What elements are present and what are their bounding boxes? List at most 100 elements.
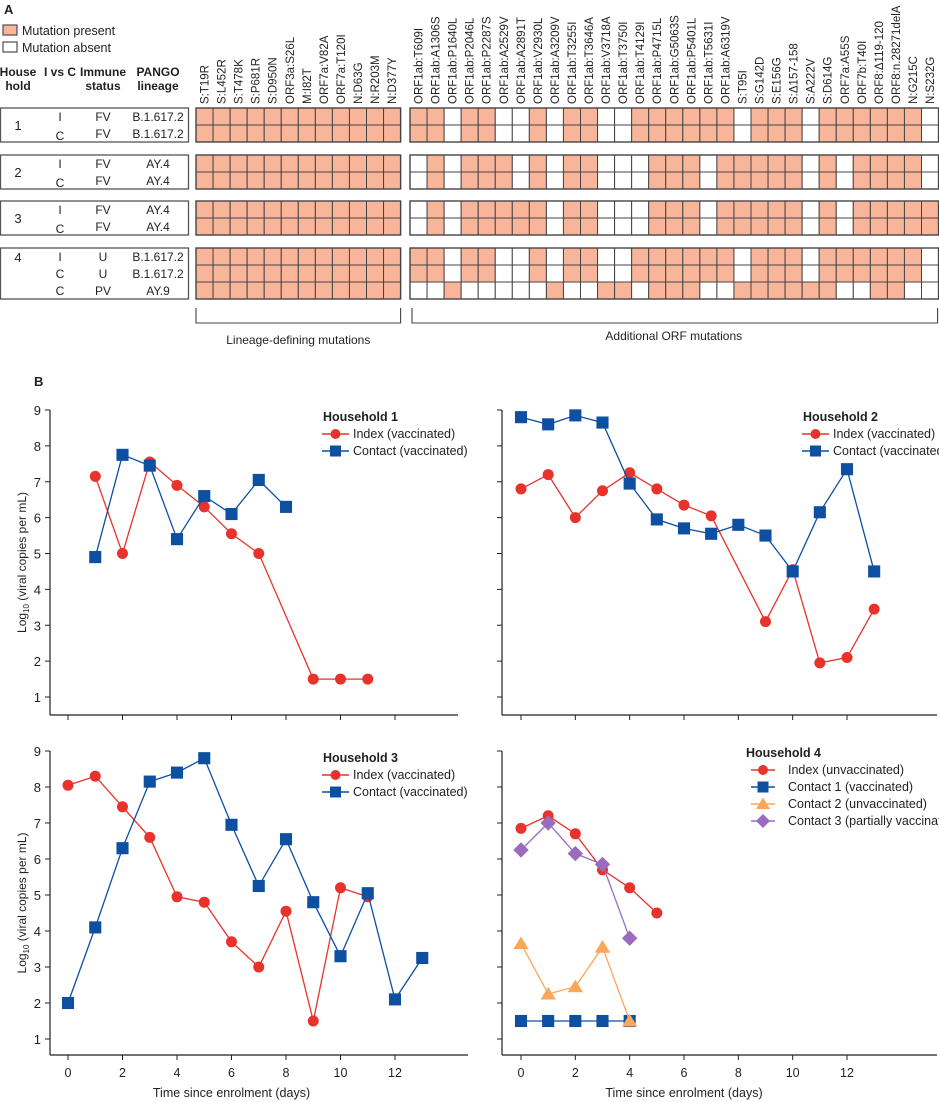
data-point <box>225 818 238 831</box>
chart-title: Household 1 <box>323 410 398 424</box>
mutation-cell-orf <box>648 107 667 126</box>
mutation-cell-orf <box>716 107 735 126</box>
series-index-unvaccinated- <box>515 810 663 919</box>
mutation-cell-orf <box>869 154 888 173</box>
mutation-cell-orf <box>682 124 701 143</box>
mutation-cell-lineage <box>212 200 231 219</box>
member-lineage: AY.4 <box>146 174 170 188</box>
mutation-cell-orf <box>460 171 479 190</box>
y-tick-label: 1 <box>34 1032 41 1047</box>
data-point <box>330 770 341 780</box>
member-role: C <box>56 267 65 281</box>
mutation-cell-orf <box>733 200 752 219</box>
mutation-cell-lineage <box>348 217 368 236</box>
lineage-mutation-label: ORF7a:V82A <box>319 35 331 104</box>
chart-legend: Household 2 Index (vaccinated) Contact (va… <box>802 410 939 458</box>
mutation-cell-lineage <box>229 124 248 143</box>
mutation-cell-orf <box>801 171 820 190</box>
data-point <box>841 652 853 664</box>
chart-household-2: Household 2 Index (vaccinated) Contact (va… <box>497 409 939 720</box>
mutation-cell-orf <box>921 124 939 143</box>
mutation-cell-orf <box>614 107 633 126</box>
mutation-cell-orf <box>580 217 599 236</box>
member-role: I <box>58 203 61 217</box>
mutation-cell-orf <box>716 217 735 236</box>
orf-mutation-label: S:D614G <box>823 57 835 104</box>
y-axis-label: Log10 (viral copies per mL) <box>15 492 31 633</box>
data-point <box>513 936 529 950</box>
series-index-vaccinated- <box>62 770 374 1027</box>
data-point <box>705 510 717 522</box>
mutation-cell-lineage <box>348 154 368 173</box>
mutation-cell-lineage <box>280 107 299 126</box>
mutation-cell-orf <box>682 217 701 236</box>
member-immune-status: U <box>99 267 108 281</box>
mutation-cell-orf <box>767 107 786 126</box>
mutation-cell-orf <box>477 281 496 300</box>
legend-label: Index (vaccinated) <box>353 768 455 782</box>
household-id: 3 <box>14 211 21 226</box>
mutation-cell-orf <box>477 200 496 219</box>
y-tick-label: 8 <box>34 439 41 454</box>
mutation-cell-orf <box>580 171 599 190</box>
mutation-cell-orf <box>562 264 582 283</box>
y-tick-label: 2 <box>34 654 41 669</box>
mutation-cell-orf <box>545 281 564 300</box>
member-role: C <box>56 284 65 298</box>
table-header-1: hold <box>5 79 30 93</box>
lineage-mutation-label: S:P681R <box>251 58 263 104</box>
lineage-mutation-label: ORF7a:T120I <box>336 34 348 104</box>
mutation-cell-orf <box>716 171 735 190</box>
y-tick-label: 6 <box>34 511 41 526</box>
orf-mutation-label: ORF1ab:A2891T <box>516 17 528 104</box>
mutation-cell-orf <box>648 264 667 283</box>
member-lineage: B.1.617.2 <box>132 267 184 281</box>
data-point <box>621 1013 638 1027</box>
mutation-cell-orf <box>733 124 752 143</box>
member-immune-status: FV <box>95 110 110 124</box>
data-point <box>361 887 374 900</box>
lineage-block-border <box>195 200 402 236</box>
data-point <box>198 501 210 513</box>
mutation-cell-orf <box>545 200 564 219</box>
mutation-cell-lineage <box>246 124 265 143</box>
mutation-cell-orf <box>903 217 923 236</box>
member-immune-status: PV <box>95 284 111 298</box>
mutation-cell-orf <box>699 217 718 236</box>
orf-bracket <box>411 308 939 324</box>
series-contact-1-vaccinated- <box>514 1014 636 1028</box>
data-point <box>569 1014 582 1028</box>
mutation-cell-lineage <box>366 217 385 236</box>
mutation-cell-orf <box>648 217 667 236</box>
mutation-cell-orf <box>835 171 854 190</box>
mutation-cell-orf <box>767 264 786 283</box>
orf-mutation-label: ORF1ab:V2930L <box>533 17 545 104</box>
data-point <box>594 856 611 873</box>
series-index-vaccinated- <box>89 456 374 685</box>
mutation-cell-lineage <box>297 264 316 283</box>
legend-label: Contact (vaccinated) <box>353 785 468 799</box>
x-tick-label: 2 <box>572 1066 579 1080</box>
series-line <box>67 775 369 1022</box>
chart-legend: Household 3 Index (vaccinated) Contact (va… <box>322 751 468 799</box>
mutation-cell-lineage <box>280 154 299 173</box>
mutation-cell-orf <box>528 281 547 300</box>
orf-mutation-label: S:T95I <box>737 70 749 104</box>
mutation-cell-orf <box>460 200 479 219</box>
mutation-cell-lineage <box>246 154 265 173</box>
mutation-cell-lineage <box>366 264 385 283</box>
mutation-cell-orf <box>648 247 667 266</box>
mutation-cell-lineage <box>280 124 299 143</box>
mutation-cell-orf <box>443 124 462 143</box>
mutation-cell-orf <box>733 264 752 283</box>
mutation-cell-lineage <box>348 247 368 266</box>
data-point <box>810 445 821 457</box>
lineage-block-border <box>195 247 402 300</box>
legend-label: Contact (vaccinated) <box>353 444 468 458</box>
mutation-cell-orf <box>716 200 735 219</box>
mutation-cell-orf <box>494 124 513 143</box>
y-tick-label: 8 <box>34 780 41 795</box>
x-tick-label: 6 <box>228 1066 235 1080</box>
mutation-cell-orf <box>597 171 616 190</box>
data-point <box>226 936 237 948</box>
